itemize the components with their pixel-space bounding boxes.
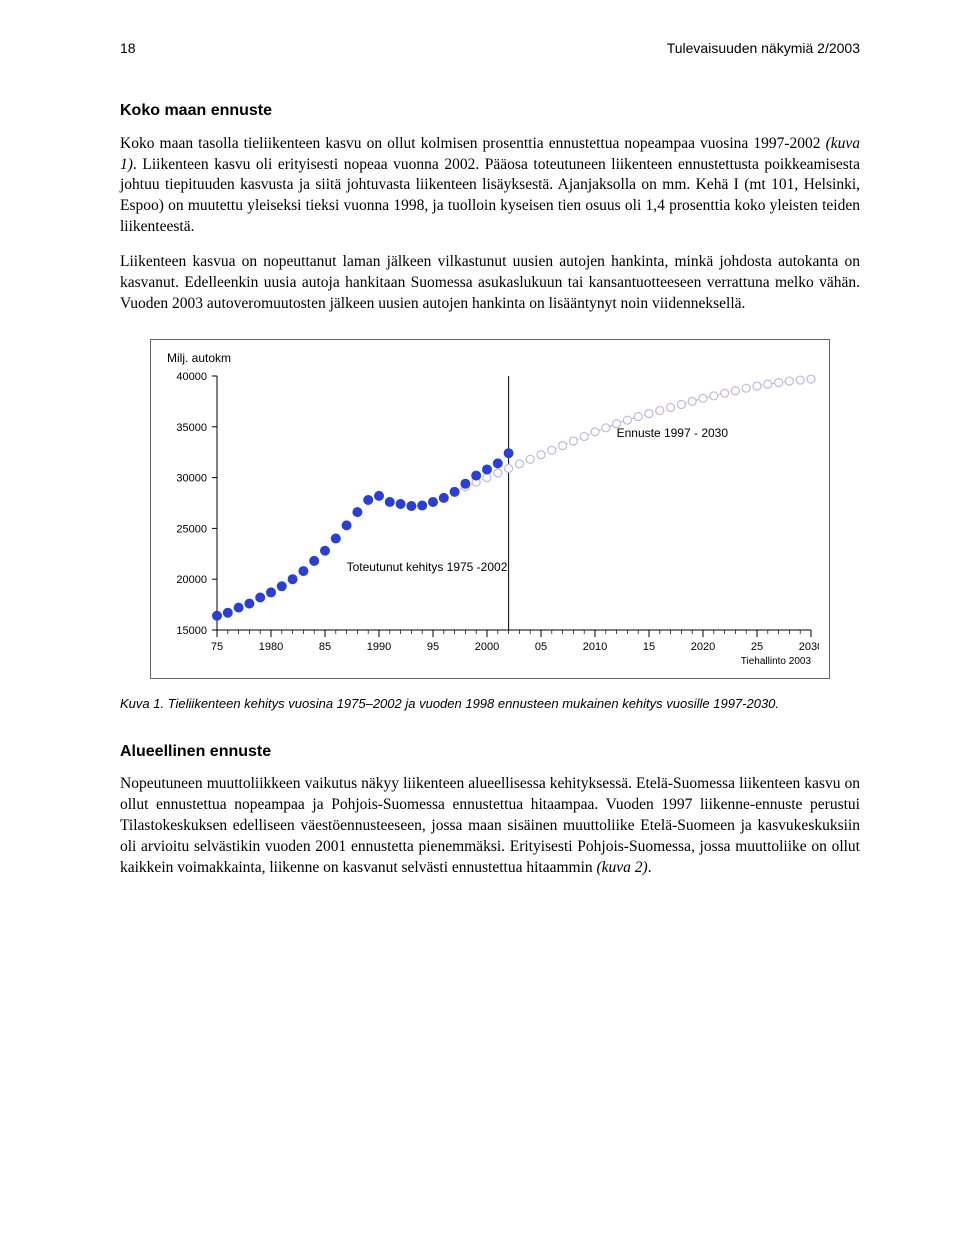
section-title-2: Alueellinen ennuste (120, 741, 860, 763)
chart-1-frame: Milj. autokm 15000 20000 25000 30000 35000 40… (150, 339, 830, 679)
svg-text:05: 05 (535, 641, 547, 653)
para-3: Nopeutuneen muuttoliikkeen vaikutus näky… (120, 774, 860, 879)
section-title-1: Koko maan ennuste (120, 100, 860, 122)
svg-text:25000: 25000 (176, 524, 207, 536)
svg-text:40000: 40000 (176, 371, 207, 383)
svg-text:75: 75 (211, 641, 223, 653)
svg-text:Ennuste 1997 - 2030: Ennuste 1997 - 2030 (617, 426, 729, 440)
page-number: 18 (120, 40, 136, 56)
main-content: Koko maan ennuste Koko maan tasolla tiel… (120, 100, 860, 879)
para-3-b: . (648, 859, 652, 876)
svg-text:1990: 1990 (367, 641, 391, 653)
svg-text:1980: 1980 (259, 641, 283, 653)
figure-1-caption-lead: Kuva 1. (120, 696, 168, 711)
svg-text:85: 85 (319, 641, 331, 653)
svg-text:20000: 20000 (176, 574, 207, 586)
para-3-a: Nopeutuneen muuttoliikkeen vaikutus näky… (120, 775, 860, 876)
figure-1-caption: Kuva 1. Tieliikenteen kehitys vuosina 19… (120, 695, 860, 713)
para-2: Liikenteen kasvua on nopeuttanut laman j… (120, 252, 860, 315)
chart-svg-wrap: 15000 20000 25000 30000 35000 40000 75 1980 85 19… (161, 370, 819, 674)
running-head: Tulevaisuuden näkymiä 2/2003 (667, 40, 860, 56)
svg-text:35000: 35000 (176, 422, 207, 434)
svg-text:15: 15 (643, 641, 655, 653)
chart-svg: 15000 20000 25000 30000 35000 40000 75 1980 85 19… (161, 370, 819, 670)
svg-text:2030: 2030 (799, 641, 819, 653)
figure-1-caption-body: Tieliikenteen kehitys vuosina 1975–2002 … (168, 696, 779, 711)
para-1-a: Koko maan tasolla tieliikenteen kasvu on… (120, 135, 826, 152)
svg-text:2020: 2020 (691, 641, 715, 653)
svg-text:2000: 2000 (475, 641, 499, 653)
svg-text:2010: 2010 (583, 641, 607, 653)
svg-text:Tiehallinto 2003: Tiehallinto 2003 (741, 656, 812, 667)
svg-text:95: 95 (427, 641, 439, 653)
para-3-ital: (kuva 2) (597, 859, 648, 876)
svg-text:25: 25 (751, 641, 763, 653)
svg-text:15000: 15000 (176, 625, 207, 637)
para-1-b: . Liikenteen kasvu oli erityisesti nopea… (120, 156, 860, 236)
svg-text:30000: 30000 (176, 473, 207, 485)
chart-y-label: Milj. autokm (167, 350, 819, 366)
svg-text:Toteutunut kehitys 1975 -2002: Toteutunut kehitys 1975 -2002 (347, 560, 508, 574)
para-1: Koko maan tasolla tieliikenteen kasvu on… (120, 134, 860, 239)
